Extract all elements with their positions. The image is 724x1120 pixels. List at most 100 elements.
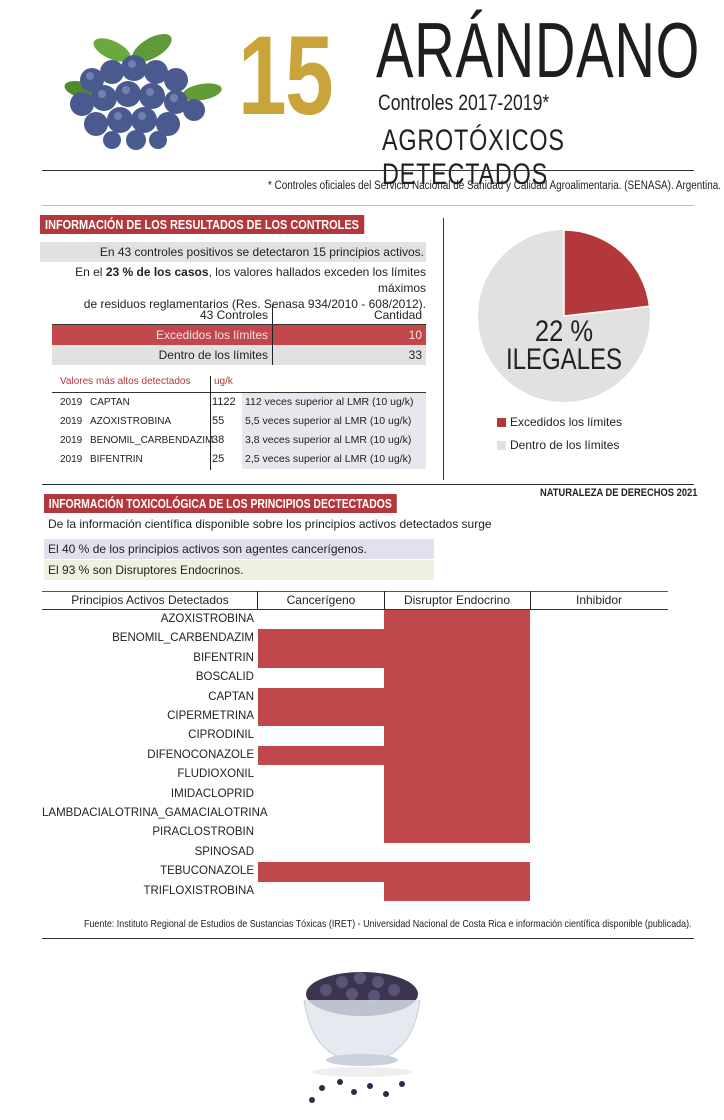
values-header-col1: Valores más altos detectados	[60, 376, 191, 387]
table-row: SPINOSAD	[42, 843, 668, 862]
row-name: BENOMIL_CARBENDAZIM	[112, 632, 254, 645]
value-name: BIFENTRIN	[90, 454, 143, 465]
table-row: 2019 BIFENTRIN 25 2,5 veces superior al …	[52, 450, 426, 469]
table-header-rule	[52, 324, 426, 325]
inhibitor-cell	[530, 785, 668, 804]
table-row: BOSCALID	[42, 668, 668, 688]
disruptor-cell	[384, 862, 530, 882]
col-header-active: Principios Activos Detectados	[71, 593, 229, 607]
summary-line-3: de residuos reglamentarios (Res. Senasa …	[83, 297, 426, 311]
value-amount: 1122	[212, 396, 236, 408]
row-name: BIFENTRIN	[193, 651, 254, 664]
values-table-header: Valores más altos detectados	[60, 376, 190, 387]
disruptor-cell	[384, 823, 530, 843]
row-label: Dentro de los límites	[158, 348, 268, 362]
summary-line-1: En 43 controles positivos se detectaron …	[40, 242, 426, 262]
value-name: BENOMIL_CARBENDAZIM	[90, 435, 214, 446]
table-row: 2019 BENOMIL_CARBENDAZIM 38 3,8 veces su…	[52, 431, 426, 450]
value-amount: 25	[212, 453, 225, 465]
col-divider-2	[384, 591, 385, 609]
footer-divider	[42, 938, 694, 939]
controls-table-header: 43 Controles Cantidad	[52, 305, 426, 325]
disruptor-cell	[384, 745, 530, 766]
row-name: PIRACLOSTROBIN	[152, 826, 254, 839]
carcinogen-cell	[258, 765, 384, 784]
row-name: IMIDACLOPRID	[170, 787, 254, 800]
value-description: 112 veces superior al LMR (10 ug/k)	[242, 393, 426, 412]
legend-label: Excedidos los límites	[510, 415, 623, 429]
table-row: AZOXISTROBINA	[42, 610, 668, 630]
row-name: FLUDIOXONIL	[177, 768, 254, 781]
table-row: 2019 AZOXISTROBINA 55 5,5 veces superior…	[52, 412, 426, 431]
value-description: 5,5 veces superior al LMR (10 ug/k)	[242, 412, 426, 431]
row-name: CIPRODINIL	[188, 729, 254, 742]
disruptor-cell	[384, 784, 530, 804]
table-row: Dentro de los límites 33	[52, 345, 426, 365]
blueberries-image	[64, 34, 222, 150]
section-divider	[443, 218, 444, 480]
carcinogen-cell	[258, 610, 384, 629]
inhibitor-cell	[530, 610, 668, 629]
inhibitor-cell	[530, 843, 668, 862]
illegal-pie-chart	[478, 229, 651, 402]
disruptor-cell	[384, 804, 530, 824]
disruptor-cell	[384, 726, 530, 746]
carcinogen-summary: El 40 % de los principios activos son ag…	[44, 539, 434, 559]
values-header-unit: ug/k	[214, 376, 233, 387]
value-description: 3,8 veces superior al LMR (10 ug/k)	[242, 431, 426, 450]
controls-table: 43 Controles Cantidad Excedidos los lími…	[52, 305, 426, 367]
inhibitor-cell	[530, 668, 668, 687]
inhibitor-cell	[530, 746, 668, 765]
inhibitor-cell	[530, 649, 668, 668]
inhibitor-cell	[530, 823, 668, 842]
toxicology-section-title: INFORMACIÓN TOXICOLÓGICA DE LOS PRINCIPI…	[44, 494, 397, 513]
carcinogen-cell	[258, 785, 384, 804]
pie-legend-illegal: Excedidos los límites	[497, 415, 622, 429]
carcinogen-cell	[258, 648, 384, 669]
page-title: ARÁNDANO	[376, 6, 701, 94]
summary-line-2-pre: En el	[75, 265, 106, 279]
disruptor-cell	[384, 629, 530, 649]
carcinogen-cell	[258, 843, 384, 862]
legend-label: Dentro de los límites	[510, 438, 620, 452]
carcinogen-cell	[258, 862, 384, 882]
row-name: LAMBDACIALOTRINA_GAMACIALOTRINA	[42, 807, 268, 819]
disruptor-cell	[384, 610, 530, 630]
carcinogen-cell	[258, 745, 384, 766]
table-row: LAMBDACIALOTRINA_GAMACIALOTRINA	[42, 804, 668, 824]
value-description: 2,5 veces superior al LMR (10 ug/k)	[242, 450, 426, 469]
table-row: PIRACLOSTROBIN	[42, 823, 668, 843]
middle-divider	[42, 484, 694, 485]
summary-line-2-post: , los valores hallados exceden los límit…	[208, 265, 426, 295]
table-row: BIFENTRIN	[42, 648, 668, 669]
table-row: CAPTAN	[42, 687, 668, 707]
disruptor-cell	[384, 687, 530, 707]
row-label: Excedidos los límites	[155, 328, 268, 342]
inhibitor-cell	[530, 629, 668, 648]
pie-illegal-label: ILEGALES	[505, 343, 623, 376]
pesticide-count: 15	[238, 13, 334, 138]
brand-label: NATURALEZA DE DERECHOS 2021	[540, 487, 698, 499]
disruptor-cell	[384, 648, 530, 669]
values-header-rule	[52, 392, 426, 393]
table-row: Excedidos los límites 10	[52, 325, 426, 345]
footnote: * Controles oficiales del Servicio Nacio…	[268, 180, 721, 192]
inhibitor-cell	[530, 804, 668, 823]
table-divider	[272, 305, 273, 365]
row-name: CAPTAN	[208, 690, 254, 703]
row-name: CIPERMETRINA	[167, 710, 254, 722]
value-name: AZOXISTROBINA	[90, 416, 172, 427]
carcinogen-cell	[258, 823, 384, 842]
carcinogen-cell	[258, 707, 384, 727]
carcinogen-cell	[258, 668, 384, 687]
disruptor-cell	[384, 843, 530, 862]
toxicology-table: Principios Activos Detectados Cancerígen…	[42, 591, 668, 903]
table-row: 2019 CAPTAN 1122 112 veces superior al L…	[52, 393, 426, 412]
carcinogen-cell	[258, 804, 384, 823]
value-amount: 55	[212, 415, 225, 427]
controls-header-col1: 43 Controles	[199, 308, 268, 322]
disruptor-cell	[384, 707, 530, 727]
footnote-divider	[42, 205, 694, 206]
table-row: FLUDIOXONIL	[42, 765, 668, 785]
summary-paragraph: En el 23 % de los casos, los valores hal…	[36, 264, 426, 312]
